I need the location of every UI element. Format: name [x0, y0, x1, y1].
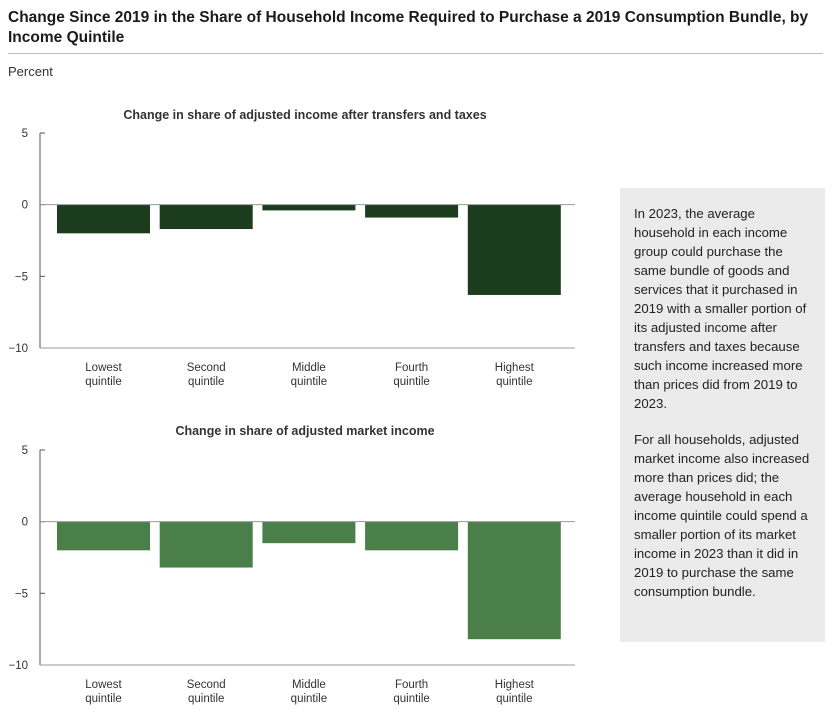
y-tick-label: −5	[15, 588, 28, 600]
title-divider	[8, 53, 823, 54]
panel-title: Change in share of adjusted market incom…	[175, 424, 434, 438]
bar	[262, 521, 356, 544]
explanation-paragraph-2: For all households, adjusted market inco…	[634, 432, 810, 599]
bar	[159, 204, 253, 230]
y-tick-label: −5	[15, 271, 28, 283]
category-label: Fourth quintile	[393, 679, 429, 705]
panel-after-transfers: Change in share of adjusted income after…	[8, 108, 575, 388]
bar	[159, 521, 253, 568]
category-label: Middle quintile	[291, 679, 327, 705]
category-label: Second quintile	[187, 679, 226, 705]
panel-market-income: Change in share of adjusted market incom…	[8, 424, 575, 705]
bar	[467, 204, 561, 295]
y-tick-label: 0	[22, 517, 28, 529]
category-label: Fourth quintile	[393, 362, 429, 388]
y-tick-label: −10	[8, 660, 28, 672]
bar	[467, 521, 561, 640]
category-label: Middle quintile	[291, 362, 327, 388]
unit-label: Percent	[8, 64, 53, 79]
bar	[365, 521, 459, 551]
y-tick-label: 5	[22, 445, 28, 457]
explanation-box: In 2023, the average household in each i…	[620, 188, 825, 642]
category-label: Highest quintile	[495, 362, 535, 388]
category-label: Lowest quintile	[85, 362, 122, 388]
bar	[262, 204, 356, 211]
bar	[57, 204, 150, 234]
panel-title: Change in share of adjusted income after…	[123, 108, 486, 122]
category-label: Highest quintile	[495, 679, 535, 705]
y-tick-label: 5	[22, 128, 28, 140]
category-label: Second quintile	[187, 362, 226, 388]
y-tick-label: −10	[8, 343, 28, 355]
category-label: Lowest quintile	[85, 679, 122, 705]
explanation-paragraph-1: In 2023, the average household in each i…	[634, 206, 807, 411]
bar	[57, 521, 150, 551]
bar	[365, 204, 459, 218]
y-tick-label: 0	[22, 200, 28, 212]
chart-title: Change Since 2019 in the Share of Househ…	[8, 9, 809, 46]
